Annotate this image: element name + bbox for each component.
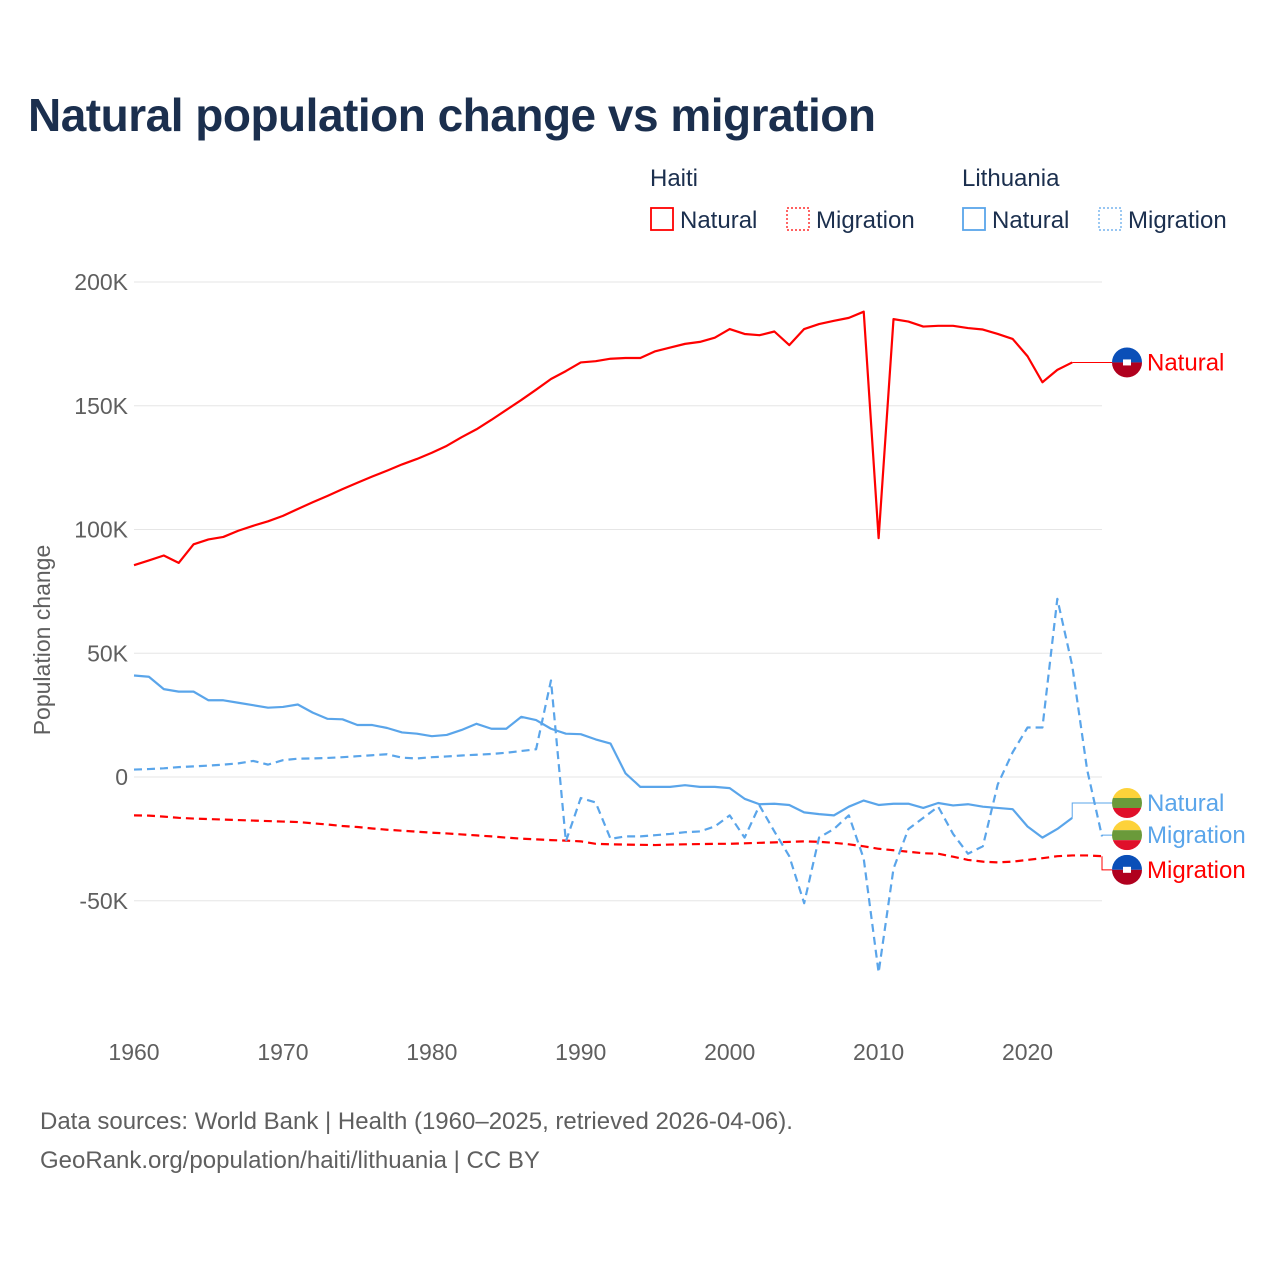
footer-url[interactable]: GeoRank.org/population/haiti/lithuania |…: [40, 1147, 540, 1174]
flag-body: [1112, 820, 1142, 851]
legend-swatch-migration: [786, 207, 810, 231]
x-tick-label: 1970: [257, 1039, 308, 1065]
end-label-haiti-migration: Migration: [1147, 857, 1246, 884]
legend-item-haiti-migration[interactable]: Migration: [816, 207, 915, 234]
x-tick-label: 2010: [853, 1039, 904, 1065]
legend-swatch-natural: [650, 207, 674, 231]
y-tick-label: -50K: [79, 888, 128, 914]
flag-stripe: [1112, 362, 1142, 378]
flag-stripe: [1112, 820, 1142, 831]
series-lines: [133, 310, 1104, 974]
flag-stripe: [1112, 787, 1142, 798]
x-tick-label: 1990: [555, 1039, 606, 1065]
legend-group-haiti: Haiti: [650, 165, 698, 192]
x-tick-label: 2000: [704, 1039, 755, 1065]
legend-swatch-migration: [1098, 207, 1122, 231]
flag-body: [1112, 854, 1142, 885]
flag-emblem: [1123, 359, 1131, 366]
flag-body: [1112, 787, 1142, 818]
end-label-haiti-natural: Natural: [1147, 349, 1224, 376]
legend: Haiti Natural Migration Lithuania Natural Mig…: [650, 165, 1227, 234]
y-axis-ticks: 200K 150K 100K 50K 0 -50K: [74, 269, 128, 914]
series-line-haiti-natural: [133, 310, 1073, 567]
flag-stripe: [1112, 869, 1142, 885]
legend-item-lithuania-migration[interactable]: Migration: [1128, 207, 1227, 234]
label-connector: [1101, 856, 1112, 871]
haiti-flag-icon: [1112, 347, 1142, 378]
y-tick-label: 100K: [74, 517, 128, 543]
y-tick-label: 200K: [74, 269, 128, 295]
legend-item-haiti-natural[interactable]: Natural: [680, 207, 757, 234]
flag-stripe: [1112, 854, 1142, 870]
y-axis-label: Population change: [29, 545, 55, 736]
legend-item-lithuania-natural[interactable]: Natural: [992, 207, 1069, 234]
flag-stripe: [1112, 840, 1142, 851]
gridlines: [134, 281, 1102, 902]
flag-emblem: [1123, 866, 1131, 873]
legend-group-lithuania: Lithuania: [962, 165, 1060, 192]
end-label-lithuania-natural: Natural: [1147, 790, 1224, 817]
legend-swatch-natural: [962, 207, 986, 231]
flag-stripe: [1112, 807, 1142, 818]
flag-stripe: [1112, 830, 1142, 841]
x-tick-label: 2020: [1002, 1039, 1053, 1065]
label-connector: [1071, 802, 1112, 818]
series-line-lithuania-natural: [133, 674, 1073, 839]
x-axis-ticks: 1960 1970 1980 1990 2000 2010 2020: [108, 1039, 1053, 1065]
flag-stripe: [1112, 347, 1142, 363]
flag-body: [1112, 347, 1142, 378]
x-tick-label: 1960: [108, 1039, 159, 1065]
end-label-lithuania-migration: Migration: [1147, 822, 1246, 849]
end-labels: Natural Migration Natural Migration: [1071, 347, 1246, 885]
y-tick-label: 150K: [74, 393, 128, 419]
chart-title: Natural population change vs migration: [28, 89, 876, 141]
flag-stripe: [1112, 797, 1142, 808]
x-tick-label: 1980: [406, 1039, 457, 1065]
series-line-lithuania-migration: [133, 597, 1104, 974]
series-line-haiti-migration: [133, 814, 1103, 864]
haiti-flag-icon: [1112, 854, 1142, 885]
y-tick-label: 0: [115, 764, 128, 790]
label-connector: [1101, 834, 1112, 837]
lithuania-flag-icon: [1112, 820, 1142, 851]
lithuania-flag-icon: [1112, 787, 1142, 818]
y-tick-label: 50K: [87, 640, 129, 666]
footer-source: Data sources: World Bank | Health (1960–…: [40, 1108, 793, 1135]
